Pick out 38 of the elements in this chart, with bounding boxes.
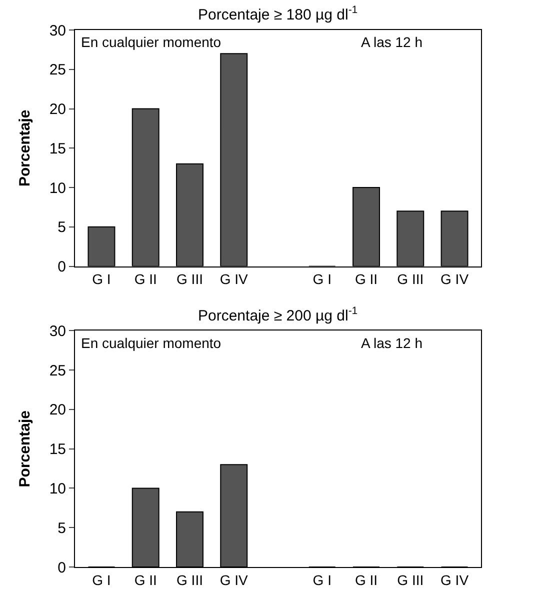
x-tick-label: G IV <box>440 572 470 588</box>
annotation: En cualquier momento <box>81 335 222 351</box>
y-tick-label: 15 <box>49 441 66 458</box>
x-tick-label: G II <box>134 271 157 288</box>
y-tick-label: 0 <box>58 258 66 276</box>
x-tick-label: G IV <box>440 271 470 288</box>
x-tick-label: G I <box>92 572 111 588</box>
y-tick-label: 20 <box>49 402 66 419</box>
x-tick-label: G II <box>354 271 378 288</box>
annotation: En cualquier momento <box>81 34 222 50</box>
x-tick-label: G III <box>397 572 424 588</box>
x-tick-label: G IV <box>220 271 249 288</box>
y-tick-label: 30 <box>49 22 66 40</box>
x-tick-label: G II <box>354 572 378 588</box>
y-axis-title: Porcentaje <box>16 110 34 186</box>
x-tick-label: G IV <box>220 572 249 588</box>
y-tick-label: 20 <box>49 101 66 118</box>
x-tick-label: G I <box>312 271 332 288</box>
y-axis-title: Porcentaje <box>16 410 34 488</box>
y-tick-label: 10 <box>49 180 66 197</box>
x-tick-label: G III <box>176 572 203 588</box>
x-tick-label: G III <box>397 271 424 288</box>
y-tick-label: 0 <box>58 559 66 576</box>
y-tick-label: 10 <box>49 480 66 498</box>
x-tick-label: G I <box>312 572 332 588</box>
annotation: A las 12 h <box>361 335 422 351</box>
y-tick-label: 25 <box>49 362 66 380</box>
x-tick-label: G II <box>134 572 157 588</box>
y-tick-label: 5 <box>58 219 66 236</box>
y-tick-label: 15 <box>49 140 66 158</box>
y-tick-label: 30 <box>49 322 66 340</box>
y-tick-label: 25 <box>49 62 66 79</box>
chart-title: Porcentaje ≥ 180 µg dl$^{-1}$ <box>198 4 358 24</box>
x-tick-label: G I <box>92 271 111 288</box>
y-tick-label: 5 <box>58 520 66 537</box>
x-tick-label: G III <box>176 271 203 288</box>
chart-title: Porcentaje ≥ 200 µg dl$^{-1}$ <box>198 305 358 324</box>
annotation: A las 12 h <box>361 34 422 50</box>
